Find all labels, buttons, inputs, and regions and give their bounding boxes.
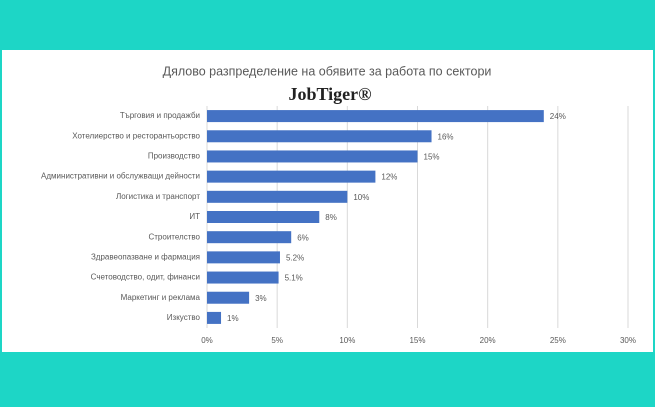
value-label: 6% — [297, 233, 309, 242]
value-label: 24% — [550, 112, 566, 121]
value-label: 5.2% — [286, 253, 304, 262]
y-tick-label: ИТ — [189, 212, 200, 221]
bar — [207, 130, 432, 143]
chart-title: Дялово разпределение на обявите за работ… — [163, 64, 492, 78]
bar — [207, 211, 320, 223]
y-tick-label: Маркетинг и реклама — [121, 293, 201, 302]
bar — [207, 170, 376, 183]
bar — [207, 231, 292, 244]
y-tick-label: Търговия и продажби — [120, 111, 200, 120]
x-tick-label: 20% — [480, 336, 496, 345]
x-tick-label: 30% — [620, 336, 636, 345]
value-label: 3% — [255, 294, 267, 303]
bar — [207, 110, 544, 123]
bar — [207, 271, 279, 284]
x-tick-label: 15% — [409, 336, 425, 345]
y-tick-label: Логистика и транспорт — [116, 192, 200, 201]
y-tick-label: Административни и обслужващи дейности — [41, 172, 200, 181]
value-label: 16% — [438, 132, 454, 141]
y-tick-label: Счетоводство, одит, финанси — [91, 273, 200, 282]
bar — [207, 311, 222, 324]
value-label: 1% — [227, 314, 239, 323]
bar — [207, 190, 348, 203]
y-tick-label: Изкуство — [167, 313, 201, 322]
x-tick-label: 25% — [550, 336, 566, 345]
value-label: 12% — [381, 173, 397, 182]
bar — [207, 251, 280, 264]
bar — [207, 150, 418, 163]
x-tick-label: 0% — [201, 336, 213, 345]
value-label: 10% — [353, 193, 369, 202]
y-tick-label: Производство — [148, 152, 201, 161]
value-label: 5.1% — [285, 274, 303, 283]
logo: JobTiger® — [288, 84, 371, 104]
value-label: 15% — [424, 153, 440, 162]
value-label: 8% — [325, 213, 337, 222]
bar — [207, 291, 250, 304]
x-tick-label: 5% — [271, 336, 283, 345]
y-tick-label: Здравеопазване и фармация — [91, 252, 200, 261]
y-tick-label: Строителство — [148, 232, 200, 241]
x-tick-label: 10% — [339, 336, 355, 345]
y-tick-label: Хотелиерство и ресторантьорство — [72, 131, 200, 140]
